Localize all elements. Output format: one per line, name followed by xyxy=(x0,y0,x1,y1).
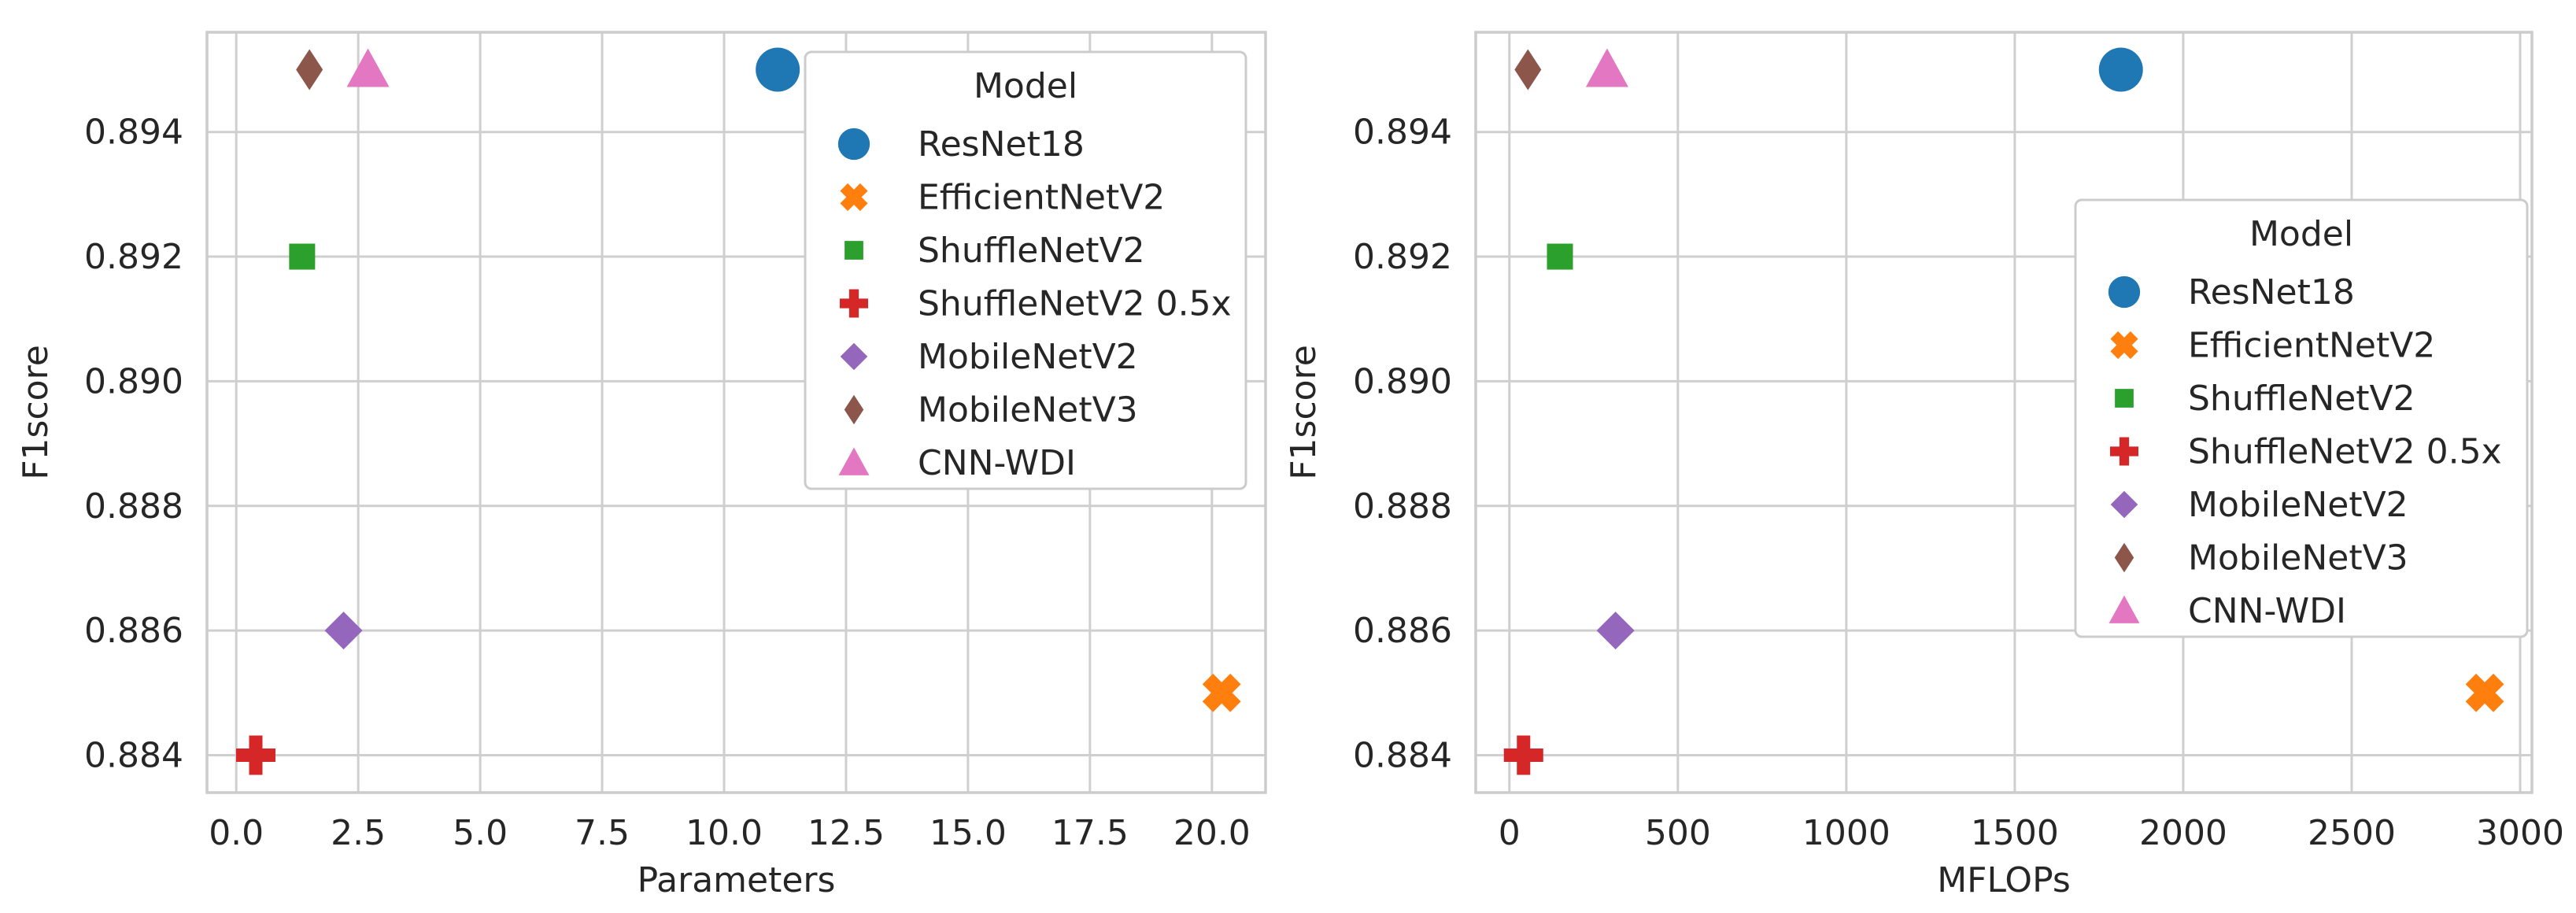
legend-item-label: CNN-WDI xyxy=(918,443,1076,483)
legend-item-label: EfficientNetV2 xyxy=(2188,326,2435,366)
legend-item-label: MobileNetV2 xyxy=(918,337,1138,377)
legend-item-label: ShuffleNetV2 xyxy=(2188,379,2415,419)
y-tick-label: 0.894 xyxy=(1353,113,1452,153)
plus-icon xyxy=(840,289,868,318)
y-tick-label: 0.892 xyxy=(1353,237,1452,277)
y-tick-label: 0.884 xyxy=(84,735,183,775)
scatter-point-shufflenetv2-0-5x xyxy=(1503,735,1543,775)
left-plot: 0.0 2.5 5.0 7.5 10.0 12.5 15.0 17.5 20.0 0.884 0.8… xyxy=(16,31,1267,900)
legend-item-label: ShuffleNetV2 xyxy=(918,231,1145,271)
y-tick-label: 0.884 xyxy=(1353,735,1452,775)
legend-item-label: ShuffleNetV2 0.5x xyxy=(2188,432,2502,472)
legend-item-resnet18: ResNet18 xyxy=(837,124,1085,164)
x-tick-label: 17.5 xyxy=(1051,813,1129,853)
y-axis-label: F1score xyxy=(16,345,56,480)
x-tick-label: 0 xyxy=(1499,813,1521,853)
legend-item-shufflenetv2-0-5x: ShuffleNetV2 0.5x xyxy=(2110,432,2502,472)
legend-item-resnet18: ResNet18 xyxy=(2108,272,2355,312)
y-tick-label: 0.888 xyxy=(84,486,183,527)
scatter-point-efficientnetv2 xyxy=(1202,673,1241,712)
x-tick-label: 5.0 xyxy=(453,813,508,853)
legend-item-efficientnetv2: EfficientNetV2 xyxy=(2110,326,2435,366)
legend-item-label: MobileNetV3 xyxy=(918,390,1138,431)
legend-item-label: MobileNetV2 xyxy=(2188,485,2408,525)
y-tick-label: 0.888 xyxy=(1353,486,1452,527)
y-tick-label: 0.890 xyxy=(84,361,183,401)
legend-item-label: MobileNetV3 xyxy=(2188,538,2408,578)
circle-icon xyxy=(837,128,870,161)
scatter-point-cnn-wdi xyxy=(346,48,390,87)
thin-diamond-icon xyxy=(844,394,864,425)
scatter-point-shufflenetv2 xyxy=(1547,243,1573,270)
legend-item-label: CNN-WDI xyxy=(2188,591,2346,631)
y-tick-label: 0.894 xyxy=(84,113,183,153)
legend: Model ResNet18 EfficientNetV2 ShuffleNetV2 S… xyxy=(2074,198,2529,638)
y-tick-label: 0.886 xyxy=(84,611,183,651)
x-tick-label: 0.0 xyxy=(209,813,264,853)
thin-diamond-icon xyxy=(2114,542,2134,573)
axes-border xyxy=(205,31,1267,794)
square-icon xyxy=(2115,389,2134,408)
legend-item-mobilenetv2: MobileNetV2 xyxy=(2110,485,2408,525)
x-tick-label: 2.5 xyxy=(331,813,386,853)
legend-item-label: ResNet18 xyxy=(918,124,1085,164)
x-tick-label: 2500 xyxy=(2308,813,2396,853)
x-tick-label: 10.0 xyxy=(686,813,763,853)
y-axis-label: F1score xyxy=(1284,345,1324,480)
scatter-point-efficientnetv2 xyxy=(2465,673,2504,712)
x-tick-label: 1500 xyxy=(1971,813,2059,853)
y-tick-label: 0.890 xyxy=(1353,361,1452,401)
square-icon xyxy=(844,241,863,260)
x-tick-label: 2000 xyxy=(2139,813,2227,853)
x-axis-label: MFLOPs xyxy=(1937,860,2071,900)
x-tick-label: 20.0 xyxy=(1173,813,1251,853)
scatter-point-shufflenetv2 xyxy=(289,243,316,270)
x-icon xyxy=(2110,331,2138,360)
legend-item-shufflenetv2: ShuffleNetV2 xyxy=(2115,379,2415,419)
x-tick-label: 3000 xyxy=(2476,813,2564,853)
scatter-point-mobilenetv2 xyxy=(324,612,363,650)
triangle-icon xyxy=(2108,595,2140,623)
circle-icon xyxy=(2108,275,2141,309)
legend-item-cnn-wdi: CNN-WDI xyxy=(838,443,1076,483)
legend-item-cnn-wdi: CNN-WDI xyxy=(2108,591,2346,631)
scatter-point-resnet18 xyxy=(756,47,800,92)
legend-item-mobilenetv3: MobileNetV3 xyxy=(2114,538,2408,578)
x-tick-label: 12.5 xyxy=(808,813,885,853)
legend-box xyxy=(2074,198,2529,638)
legend-item-label: ShuffleNetV2 0.5x xyxy=(918,284,1232,324)
x-icon xyxy=(840,183,868,212)
legend-item-label: EfficientNetV2 xyxy=(918,178,1165,218)
legend-item-shufflenetv2: ShuffleNetV2 xyxy=(844,231,1145,271)
x-tick-label: 1000 xyxy=(1802,813,1890,853)
legend-item-mobilenetv3: MobileNetV3 xyxy=(844,390,1138,431)
legend-item-label: ResNet18 xyxy=(2188,272,2355,312)
legend-box xyxy=(804,50,1247,490)
triangle-icon xyxy=(838,447,870,475)
scatter-point-mobilenetv3 xyxy=(1514,49,1542,91)
scatter-point-mobilenetv3 xyxy=(296,49,323,91)
scatter-point-mobilenetv2 xyxy=(1596,612,1635,650)
legend-item-shufflenetv2-0-5x: ShuffleNetV2 0.5x xyxy=(840,284,1232,324)
legend-title: Model xyxy=(974,66,1077,106)
legend: Model ResNet18 EfficientNetV2 ShuffleNetV2 S… xyxy=(804,50,1247,490)
legend-item-efficientnetv2: EfficientNetV2 xyxy=(840,178,1165,218)
scatter-point-resnet18 xyxy=(2098,47,2143,92)
y-tick-label: 0.886 xyxy=(1353,611,1452,651)
plus-icon xyxy=(2110,437,2138,466)
x-tick-label: 7.5 xyxy=(575,813,630,853)
legend-title: Model xyxy=(2249,214,2353,254)
x-axis-label: Parameters xyxy=(638,860,836,900)
right-plot: 0 500 1000 1500 2000 2500 3000 0.884 0.886 0.888 0… xyxy=(1284,31,2564,900)
y-tick-label: 0.892 xyxy=(84,237,183,277)
scatter-point-cnn-wdi xyxy=(1585,48,1628,87)
axes-border xyxy=(1474,31,2533,794)
x-tick-label: 500 xyxy=(1645,813,1711,853)
x-tick-label: 15.0 xyxy=(930,813,1007,853)
scatter-point-shufflenetv2-0-5x xyxy=(235,735,275,775)
